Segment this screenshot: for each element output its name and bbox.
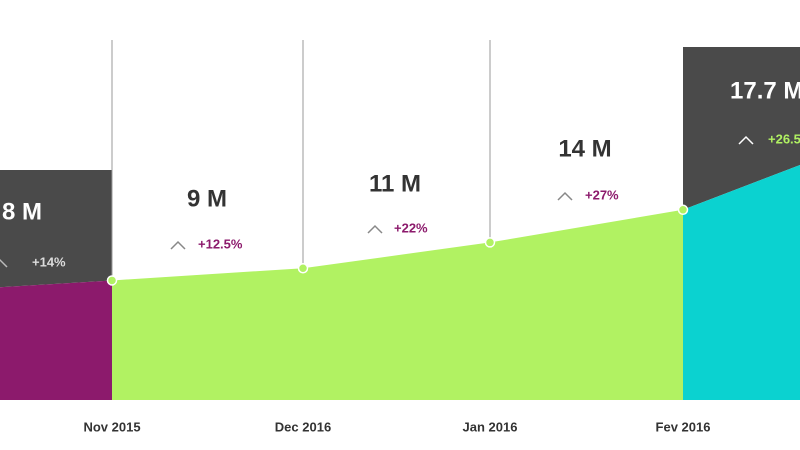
value-label: 11 M: [369, 170, 421, 197]
chevron-icon: [170, 240, 186, 250]
value-label: 17.7 M: [730, 77, 800, 104]
change-label: +14%: [32, 254, 66, 269]
value-label: 14 M: [558, 135, 611, 162]
x-tick-label: Dec 2016: [275, 419, 331, 434]
panel: [683, 47, 800, 210]
point: [297, 262, 309, 274]
chevron-icon: [557, 191, 573, 201]
change-label: +22%: [394, 220, 428, 235]
value-label: 8 M: [2, 198, 42, 225]
point: [677, 204, 689, 216]
area: [112, 209, 683, 400]
panel: [0, 170, 112, 288]
point: [106, 275, 118, 286]
area: [0, 280, 112, 400]
x-tick-label: Fev 2016: [656, 419, 711, 434]
value-label: 9 M: [187, 185, 227, 212]
chevron-icon: [738, 135, 754, 145]
chevron-icon: [0, 258, 8, 268]
chevron-icon: [367, 224, 383, 234]
point: [484, 237, 496, 248]
area: [683, 164, 800, 400]
x-tick-label: Jan 2016: [463, 419, 518, 434]
change-label: +26.5%: [768, 131, 800, 146]
x-tick-label: Nov 2015: [83, 419, 140, 434]
change-label: +27%: [585, 187, 619, 202]
change-label: +12.5%: [198, 236, 243, 251]
